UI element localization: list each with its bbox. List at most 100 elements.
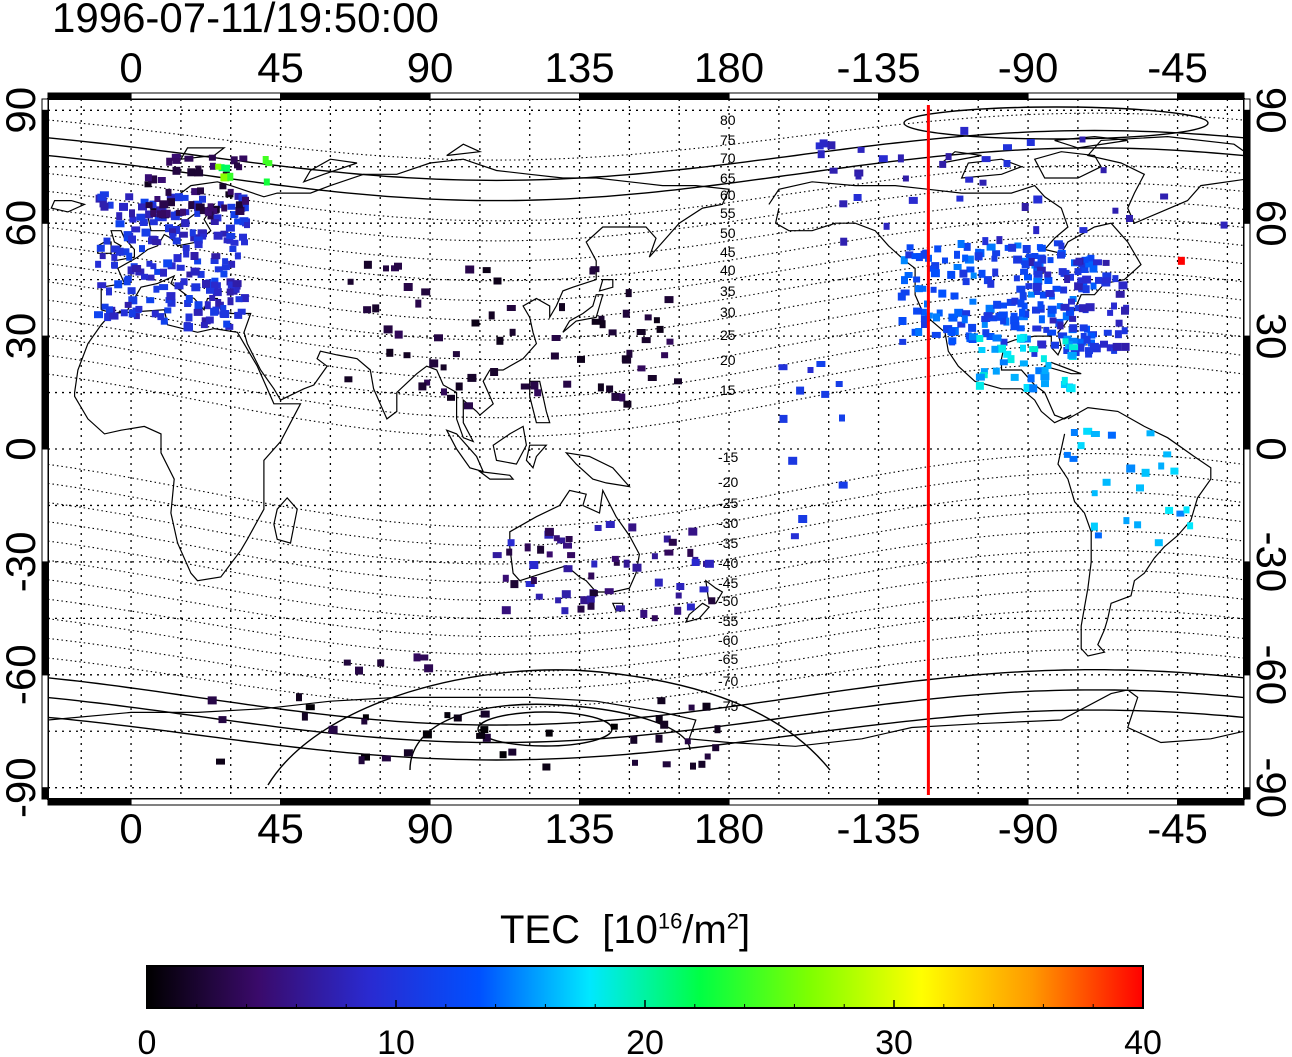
map-frame-bg bbox=[48, 99, 1244, 799]
tec-point bbox=[1085, 347, 1093, 355]
tec-point bbox=[1036, 266, 1046, 273]
colorbar-unit-exp1: 16 bbox=[657, 908, 683, 934]
tec-point bbox=[106, 306, 113, 315]
tec-point bbox=[175, 193, 183, 202]
tec-point bbox=[97, 282, 107, 289]
tec-point bbox=[948, 328, 956, 337]
contour-label: -40 bbox=[718, 555, 738, 571]
tec-point bbox=[1102, 478, 1111, 486]
tec-point bbox=[1008, 243, 1017, 252]
tec-point bbox=[172, 226, 181, 234]
tec-point bbox=[988, 315, 998, 322]
tec-point bbox=[840, 237, 848, 246]
tec-point bbox=[915, 328, 923, 336]
tec-point bbox=[641, 337, 651, 344]
tec-point bbox=[226, 235, 234, 244]
tec-point bbox=[962, 278, 970, 286]
tec-point bbox=[968, 323, 977, 332]
tec-point bbox=[911, 253, 921, 260]
tec-point bbox=[1066, 384, 1076, 393]
tec-point bbox=[605, 521, 615, 528]
tec-point bbox=[1010, 322, 1020, 331]
tec-point bbox=[835, 381, 843, 387]
tec-point bbox=[508, 748, 517, 756]
tec-point bbox=[185, 313, 193, 322]
tec-point bbox=[1021, 302, 1028, 310]
contour-label: -20 bbox=[718, 474, 738, 490]
tec-point bbox=[221, 264, 230, 271]
tec-point bbox=[608, 329, 617, 336]
tec-point bbox=[480, 726, 489, 734]
tec-point bbox=[101, 303, 109, 310]
tec-point bbox=[1220, 221, 1228, 229]
tec-point bbox=[159, 284, 169, 291]
tec-point bbox=[530, 381, 539, 390]
tec-point bbox=[111, 261, 118, 269]
tec-point bbox=[263, 178, 270, 186]
tec-point bbox=[195, 165, 202, 172]
tec-point bbox=[424, 664, 434, 673]
tec-point-max bbox=[1177, 256, 1185, 265]
tec-point bbox=[195, 203, 205, 211]
tec-point bbox=[630, 735, 638, 744]
tec-point bbox=[216, 758, 225, 765]
tec-point bbox=[194, 169, 204, 177]
colorbar-unit-prefix: [10 bbox=[602, 908, 658, 952]
contour-label: -25 bbox=[718, 495, 738, 511]
colorbar-title: TEC [1016/m2] bbox=[500, 908, 750, 953]
tec-point bbox=[1021, 260, 1030, 269]
tec-point bbox=[1039, 291, 1047, 299]
tec-point bbox=[234, 192, 242, 200]
tec-point bbox=[211, 253, 221, 260]
tec-point bbox=[419, 654, 429, 661]
bottom-tick-label: 135 bbox=[545, 805, 615, 852]
tec-point bbox=[1047, 257, 1054, 264]
tec-point bbox=[1126, 464, 1136, 473]
tec-point bbox=[383, 265, 389, 272]
tec-point bbox=[440, 364, 447, 371]
tec-point bbox=[942, 257, 948, 264]
tec-point bbox=[218, 164, 225, 172]
tec-point bbox=[974, 252, 983, 261]
tec-point bbox=[563, 542, 572, 549]
tec-point bbox=[1068, 298, 1075, 305]
tec-point bbox=[779, 414, 788, 423]
tec-point bbox=[1183, 506, 1190, 514]
tec-point bbox=[790, 533, 799, 540]
tec-point bbox=[1090, 431, 1100, 437]
tec-point bbox=[1019, 360, 1028, 367]
tec-point bbox=[565, 536, 573, 542]
tec-point bbox=[234, 252, 241, 260]
tec-point bbox=[230, 156, 238, 165]
tec-point bbox=[1003, 144, 1012, 151]
tec-point bbox=[1106, 344, 1115, 352]
tec-point bbox=[296, 693, 302, 702]
tec-point bbox=[1043, 326, 1050, 333]
tec-point bbox=[1025, 253, 1033, 261]
tec-point bbox=[943, 325, 953, 334]
plot-title: 1996-07-11/19:50:00 bbox=[52, 0, 439, 41]
top-tick-label: 135 bbox=[545, 44, 615, 91]
tec-point bbox=[938, 289, 947, 298]
tec-point bbox=[1040, 372, 1050, 381]
tec-point bbox=[993, 300, 1002, 309]
tec-point bbox=[559, 303, 565, 312]
tec-point bbox=[921, 321, 928, 328]
tec-point bbox=[997, 344, 1006, 353]
tec-point bbox=[213, 214, 222, 222]
tec-point bbox=[169, 233, 176, 240]
tec-point bbox=[210, 258, 219, 264]
tec-point bbox=[1114, 330, 1122, 339]
right-tick-label: -60 bbox=[1248, 644, 1292, 705]
tec-point bbox=[632, 759, 638, 766]
tec-point bbox=[610, 723, 618, 730]
tec-point bbox=[1057, 322, 1064, 330]
tec-point bbox=[1037, 340, 1047, 349]
tec-point bbox=[1112, 275, 1119, 283]
top-tick-label: -45 bbox=[1147, 44, 1208, 91]
tec-point bbox=[561, 607, 569, 615]
tec-point bbox=[502, 574, 509, 582]
tec-point bbox=[905, 251, 914, 259]
tec-point bbox=[962, 310, 971, 317]
tec-point bbox=[904, 272, 913, 278]
